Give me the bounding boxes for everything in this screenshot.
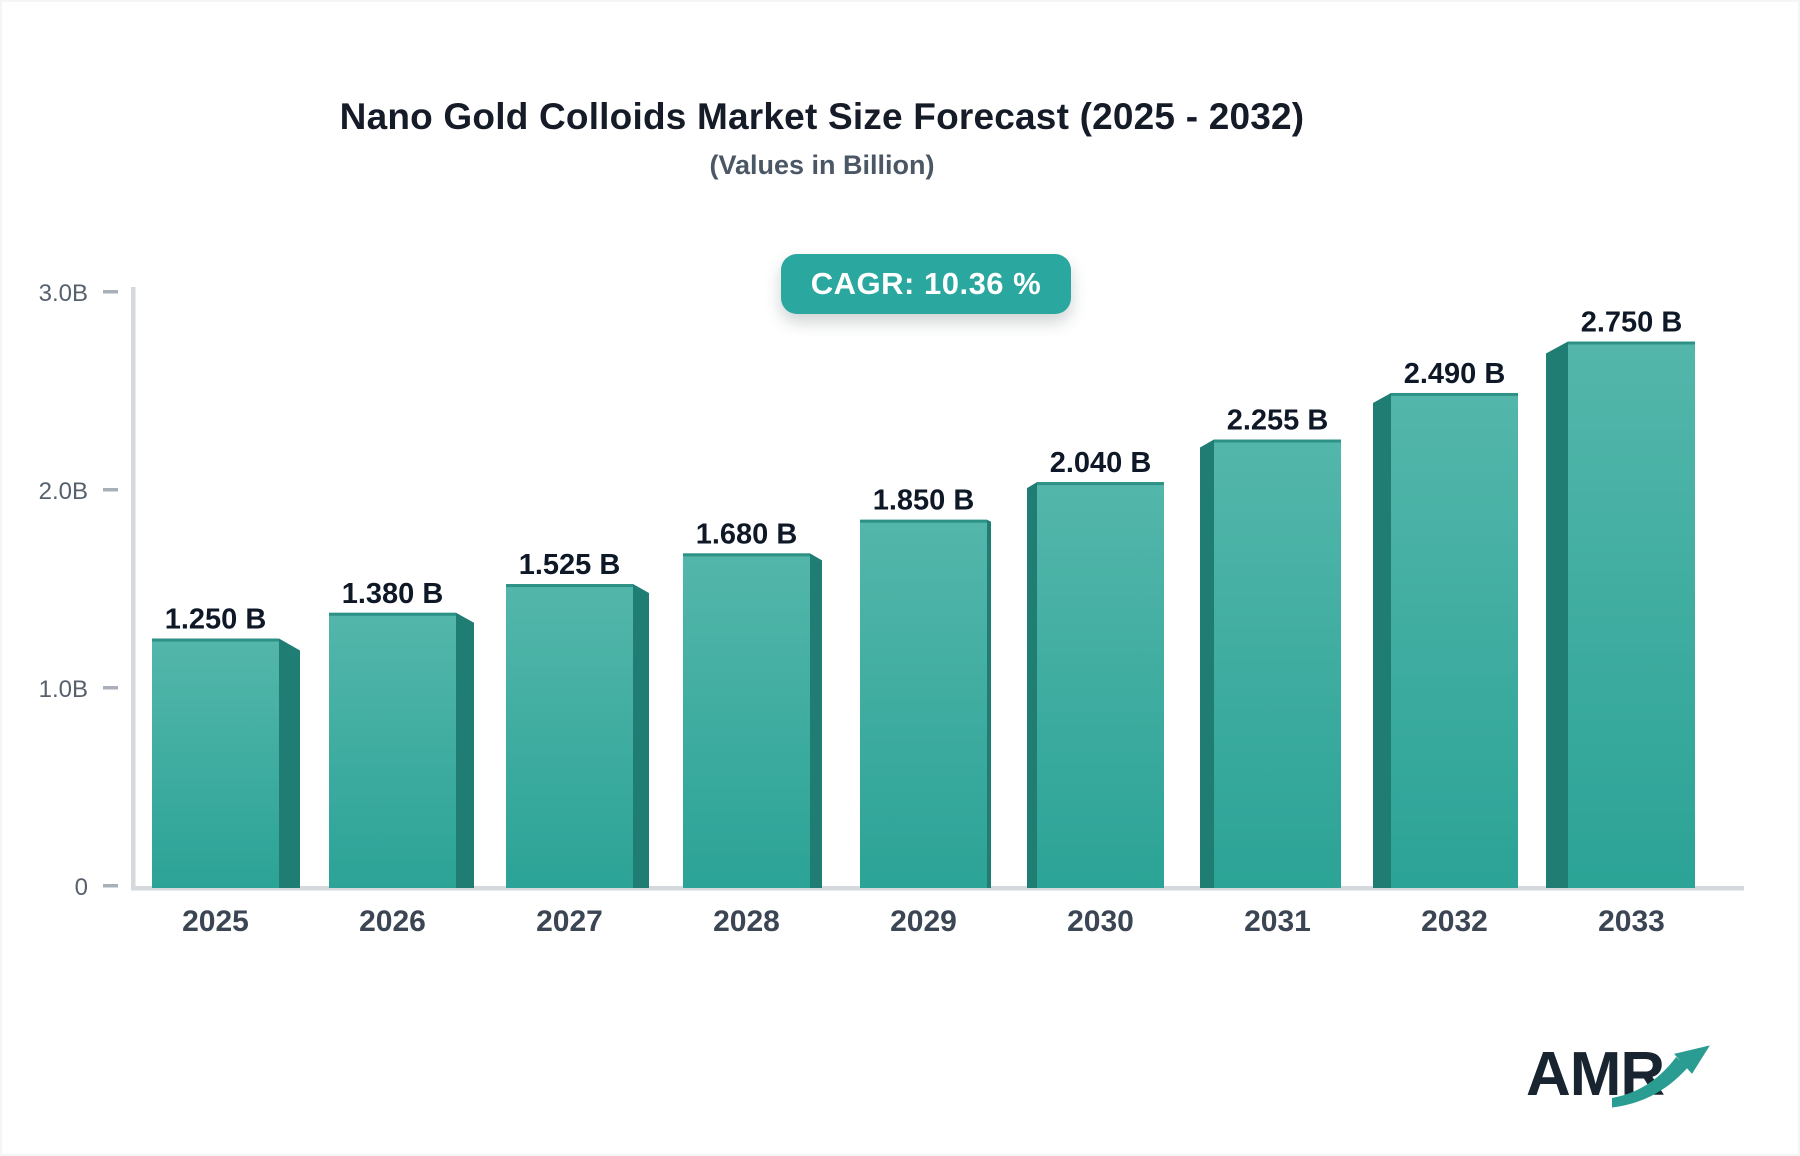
x-tick-label: 2030: [1067, 905, 1134, 938]
chart-subtitle: (Values in Billion): [709, 150, 935, 180]
x-tick-label: 2026: [359, 905, 426, 938]
y-tick-label: 0: [75, 874, 88, 901]
x-tick-label: 2029: [890, 905, 957, 938]
y-axis-tick: [103, 488, 118, 492]
bar-face: [1037, 482, 1164, 888]
bar-value-label: 2.040 B: [1050, 447, 1152, 479]
bar-face: [152, 638, 279, 888]
bar-value-label: 2.750 B: [1581, 307, 1683, 339]
bar-value-label: 1.850 B: [873, 485, 975, 517]
bar-value-label: 1.680 B: [696, 518, 798, 550]
page-title: Nano Gold Colloids Market Size Forecast …: [339, 96, 1305, 137]
bar-side-face: [279, 638, 300, 888]
bar-group-2033: 2.750 B 2033: [1546, 307, 1695, 938]
y-axis-tick: [103, 686, 118, 690]
y-axis-tick: [103, 884, 118, 888]
bar-group-2026: 1.380 B 2026: [329, 578, 474, 938]
bar-face: [683, 553, 810, 888]
bar-group-2030: 2.040 B 2030: [1027, 447, 1164, 938]
amr-logo: AMR: [1526, 1032, 1736, 1122]
bar-top-edge: [1037, 482, 1164, 486]
y-axis-line: [131, 287, 136, 890]
x-axis-line: [131, 886, 1744, 891]
bar-side-face: [633, 584, 649, 888]
x-tick-label: 2033: [1598, 905, 1665, 938]
bar-group-2025: 1.250 B 2025: [152, 604, 300, 938]
bar-top-edge: [152, 638, 279, 642]
logo-arrow-icon: [1612, 1045, 1710, 1108]
bar-face: [860, 519, 987, 888]
x-tick-label: 2031: [1244, 905, 1311, 938]
bar-face: [1214, 439, 1341, 888]
bar-side-face: [987, 519, 991, 888]
bar-side-face: [1373, 392, 1391, 888]
bar-face: [506, 584, 633, 888]
bar-group-2029: 1.850 B 2029: [860, 485, 991, 938]
bar-value-label: 2.490 B: [1404, 358, 1506, 390]
y-tick-label: 2.0B: [39, 478, 88, 505]
bar-side-face: [810, 553, 822, 888]
bar-side-face: [1027, 482, 1037, 888]
bar-top-edge: [329, 612, 456, 616]
chart-header: Nano Gold Colloids Market Size Forecast …: [2, 96, 1642, 181]
x-tick-label: 2028: [713, 905, 780, 938]
bar-top-edge: [860, 519, 987, 523]
bar-top-edge: [683, 553, 810, 557]
y-tick-label: 3.0B: [39, 280, 88, 307]
bar-value-label: 1.250 B: [165, 604, 267, 636]
bar-face: [1568, 341, 1695, 888]
bar-group-2027: 1.525 B 2027: [506, 549, 649, 938]
bar-face: [1391, 392, 1518, 888]
x-tick-label: 2032: [1421, 905, 1488, 938]
bar-side-face: [1200, 439, 1214, 888]
bar-side-face: [1546, 341, 1568, 888]
bar-top-edge: [506, 584, 633, 588]
bar-top-edge: [1214, 439, 1341, 443]
bar-value-label: 1.525 B: [519, 549, 621, 581]
bar-top-edge: [1568, 341, 1695, 345]
cagr-badge: CAGR: 10.36 %: [781, 254, 1071, 314]
bar-value-label: 2.255 B: [1227, 405, 1329, 437]
bar-side-face: [456, 612, 474, 888]
bar-value-label: 1.380 B: [342, 578, 444, 610]
bar-face: [329, 612, 456, 888]
y-axis-tick: [103, 290, 118, 294]
bar-group-2031: 2.255 B 2031: [1200, 405, 1341, 938]
bar-group-2028: 1.680 B 2028: [683, 518, 822, 938]
bar-top-edge: [1391, 392, 1518, 396]
x-tick-label: 2027: [536, 905, 603, 938]
bar-group-2032: 2.490 B 2032: [1373, 358, 1518, 938]
x-tick-label: 2025: [182, 905, 249, 938]
y-tick-label: 1.0B: [39, 676, 88, 703]
